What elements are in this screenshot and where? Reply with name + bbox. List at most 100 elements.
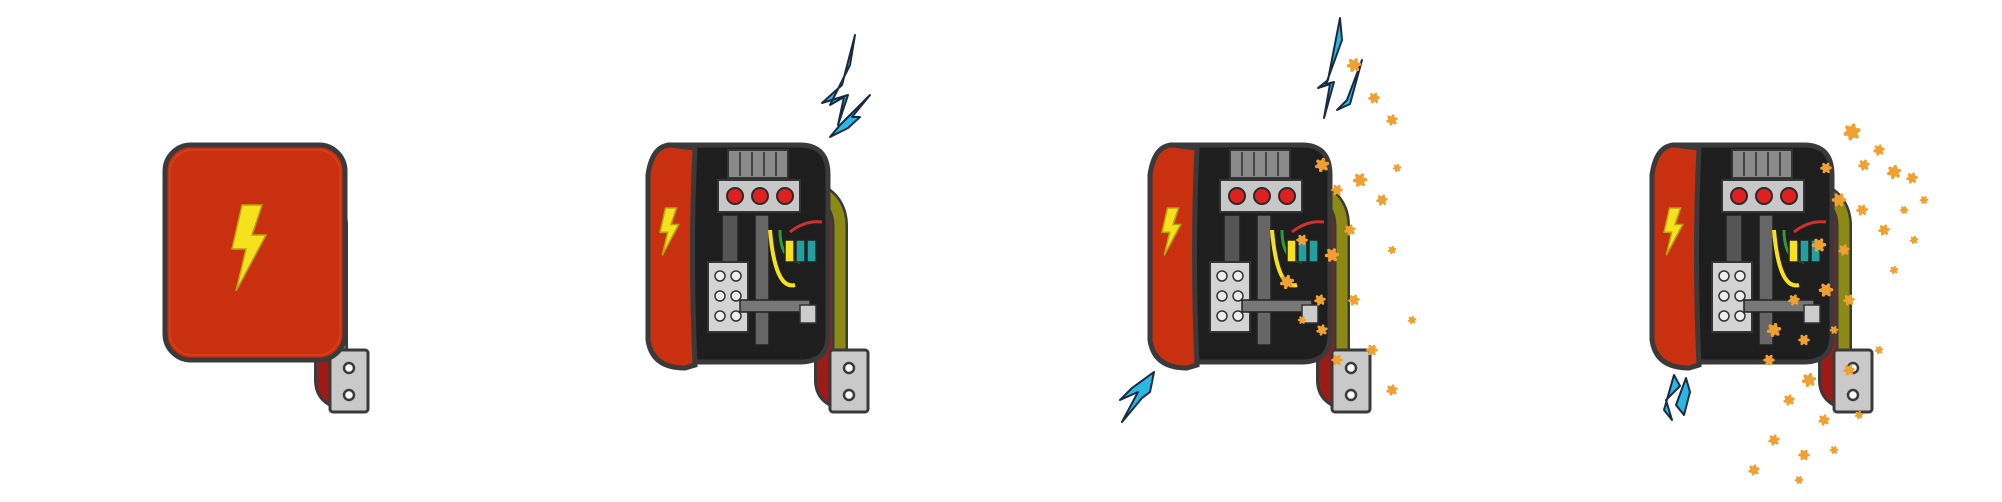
breaker-row bbox=[1219, 179, 1303, 213]
splatter-icon bbox=[1838, 244, 1850, 256]
indicator-light bbox=[776, 187, 794, 205]
connector-icon bbox=[828, 348, 870, 414]
splatter-icon bbox=[1788, 294, 1800, 306]
splatter-icon bbox=[1831, 193, 1847, 207]
indicator-light bbox=[1253, 187, 1271, 205]
splatter-icon bbox=[1820, 162, 1832, 174]
splatter-icon bbox=[1352, 173, 1368, 187]
splatter-icon bbox=[1768, 434, 1780, 446]
splatter-icon bbox=[1889, 265, 1899, 275]
frame-closed-box bbox=[90, 0, 590, 502]
open-box bbox=[645, 142, 831, 371]
splatter-icon bbox=[1829, 445, 1839, 455]
splatter-icon bbox=[1843, 123, 1861, 141]
splatter-icon bbox=[1344, 224, 1356, 236]
splatter-icon bbox=[1843, 294, 1855, 306]
connector-icon bbox=[1330, 348, 1372, 414]
splatter-icon bbox=[1407, 315, 1417, 325]
splatter-icon bbox=[1856, 204, 1868, 216]
splatter-icon bbox=[1316, 324, 1328, 336]
splatter-icon bbox=[1366, 344, 1378, 356]
splatter-icon bbox=[1314, 157, 1330, 173]
lightning-bolt-icon bbox=[231, 204, 268, 292]
spark-icon bbox=[1317, 17, 1343, 119]
splatter-icon bbox=[1794, 475, 1804, 485]
terminal-bar bbox=[727, 149, 789, 179]
splatter-icon bbox=[1874, 345, 1884, 355]
splatter-icon bbox=[1766, 322, 1782, 338]
connector-icon bbox=[1832, 348, 1874, 414]
lightning-bolt-icon bbox=[1161, 207, 1182, 256]
open-door bbox=[1649, 142, 1702, 371]
indicator-light bbox=[1780, 187, 1798, 205]
splatter-icon bbox=[1843, 364, 1855, 376]
splatter-icon bbox=[1297, 316, 1307, 324]
splatter-icon bbox=[1854, 410, 1864, 420]
splatter-icon bbox=[1279, 274, 1295, 290]
splatter-icon bbox=[1811, 238, 1827, 252]
splatter-icon bbox=[1331, 184, 1343, 196]
splatter-icon bbox=[1763, 354, 1775, 366]
splatter-icon bbox=[1392, 163, 1402, 173]
connector-icon bbox=[328, 348, 370, 414]
splatter-icon bbox=[1886, 164, 1902, 180]
open-box bbox=[1649, 142, 1835, 371]
splatter-icon bbox=[1368, 92, 1380, 104]
spark-icon bbox=[1663, 374, 1681, 421]
closed-box bbox=[162, 142, 348, 363]
frame-open-box bbox=[590, 0, 1090, 502]
splatter-icon bbox=[1818, 283, 1834, 297]
splatter-icon bbox=[1748, 464, 1760, 476]
splatter-icon bbox=[1331, 354, 1343, 366]
spark-icon bbox=[821, 34, 856, 126]
splatter-icon bbox=[1873, 144, 1885, 156]
indicator-light bbox=[1278, 187, 1296, 205]
terminal-bar bbox=[1731, 149, 1793, 179]
splatter-icon bbox=[1909, 235, 1919, 245]
splatter-icon bbox=[1906, 172, 1918, 184]
splatter-icon bbox=[1783, 394, 1795, 406]
indicator-light bbox=[1755, 187, 1773, 205]
splatter-icon bbox=[1386, 114, 1398, 126]
terminal-block bbox=[1209, 261, 1251, 333]
splatter-icon bbox=[1899, 205, 1909, 215]
splatter-icon bbox=[1878, 224, 1890, 236]
frame-burning-box bbox=[1594, 0, 2002, 502]
splatter-icon bbox=[1829, 325, 1839, 335]
splatter-icon bbox=[1387, 245, 1397, 255]
lightning-bolt-icon bbox=[659, 207, 680, 256]
splatter-icon bbox=[1858, 159, 1870, 171]
open-door bbox=[1147, 142, 1200, 371]
terminal-bar bbox=[1229, 149, 1291, 179]
indicator-light bbox=[1228, 187, 1246, 205]
indicator-light bbox=[726, 187, 744, 205]
breaker-row bbox=[1721, 179, 1805, 213]
splatter-icon bbox=[1801, 372, 1817, 388]
terminal-block bbox=[1711, 261, 1753, 333]
lightning-bolt-icon bbox=[1663, 207, 1684, 256]
splatter-icon bbox=[1296, 234, 1308, 246]
spark-icon bbox=[829, 94, 871, 138]
wire-terminals bbox=[784, 239, 817, 263]
splatter-icon bbox=[1818, 414, 1830, 426]
splatter-icon bbox=[1346, 58, 1362, 72]
indicator-light bbox=[1730, 187, 1748, 205]
frame-sparking-box bbox=[1092, 0, 1592, 502]
splatter-icon bbox=[1348, 294, 1360, 306]
spark-icon bbox=[1119, 371, 1155, 423]
splatter-icon bbox=[1376, 194, 1388, 206]
open-door bbox=[645, 142, 698, 371]
splatter-icon bbox=[1314, 294, 1326, 306]
open-box bbox=[1147, 142, 1333, 371]
splatter-icon bbox=[1919, 196, 1929, 204]
spark-icon bbox=[1675, 377, 1691, 416]
breaker-row bbox=[717, 179, 801, 213]
spark-icon bbox=[1336, 59, 1363, 111]
splatter-icon bbox=[1324, 248, 1340, 262]
splatter-icon bbox=[1798, 449, 1810, 461]
splatter-icon bbox=[1386, 384, 1398, 396]
terminal-block bbox=[707, 261, 749, 333]
splatter-icon bbox=[1798, 334, 1810, 346]
indicator-light bbox=[751, 187, 769, 205]
